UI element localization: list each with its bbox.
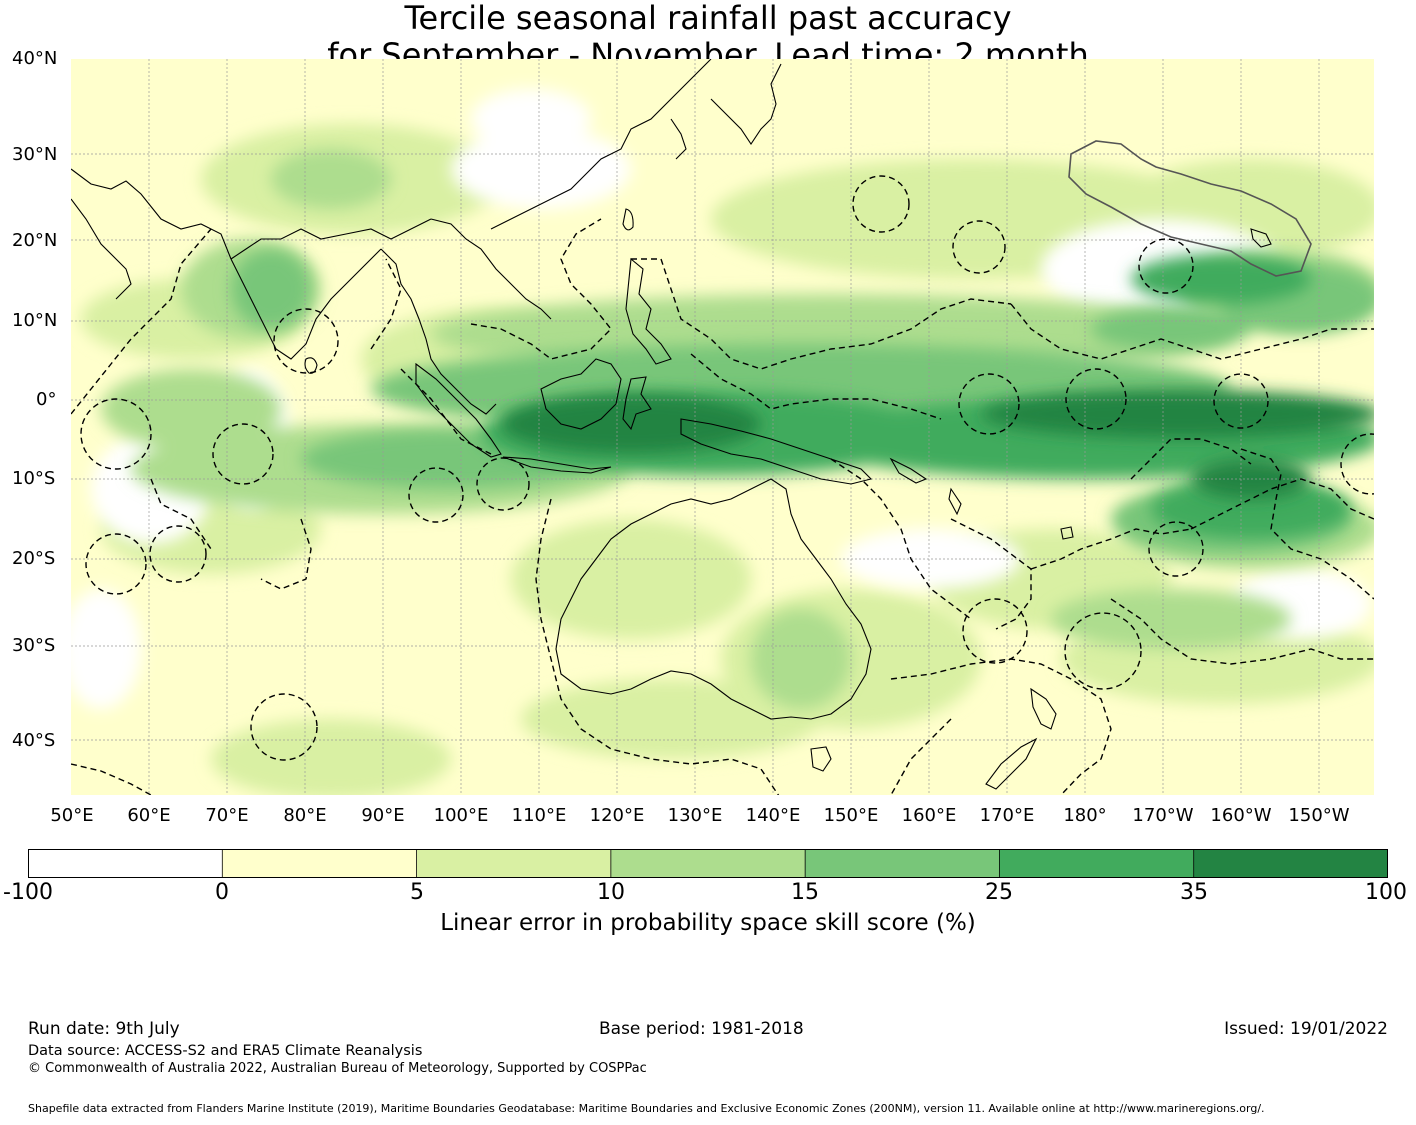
copyright: © Commonwealth of Australia 2022, Austra…: [28, 1061, 647, 1076]
lon-label: 140°E: [745, 805, 801, 826]
lat-label: 40°N: [12, 48, 58, 69]
colorbar-tick: 35: [1180, 880, 1208, 905]
colorbar-tick: 100: [1365, 880, 1407, 905]
colorbar-segment: [999, 849, 1195, 878]
lon-label: 90°E: [361, 805, 405, 826]
colorbar-segment: [222, 849, 418, 878]
lat-label: 20°N: [12, 230, 58, 251]
colorbar-tick: -100: [3, 880, 53, 905]
data-source: Data source: ACCESS-S2 and ERA5 Climate …: [28, 1043, 423, 1059]
eez-boundaries: [71, 175, 1374, 795]
colorbar-tick: 0: [215, 880, 229, 905]
lat-label: 30°S: [12, 635, 56, 656]
run-date: Run date: 9th July: [28, 1019, 180, 1039]
lon-label: 150°W: [1288, 805, 1350, 826]
colorbar: [28, 849, 1388, 878]
shapefile-credit: Shapefile data extracted from Flanders M…: [28, 1102, 1265, 1115]
coastlines: [71, 59, 1272, 790]
lat-label: 0°: [36, 389, 57, 410]
colorbar-tick: 5: [410, 880, 424, 905]
colorbar-tick: 10: [597, 880, 625, 905]
colorbar-segment: [1193, 849, 1388, 878]
lon-label: 70°E: [205, 805, 249, 826]
lat-label: 30°N: [12, 144, 58, 165]
lon-label: 160°W: [1210, 805, 1272, 826]
base-period: Base period: 1981-2018: [599, 1019, 804, 1039]
lon-label: 80°E: [283, 805, 327, 826]
lon-label: 130°E: [667, 805, 723, 826]
lon-label: 100°E: [433, 805, 489, 826]
skill-band-35-100: [501, 390, 1374, 499]
colorbar-segment: [610, 849, 806, 878]
lon-label: 170°W: [1132, 805, 1194, 826]
colorbar-tick: 25: [985, 880, 1013, 905]
colorbar-tick: 15: [791, 880, 819, 905]
lon-label: 110°E: [511, 805, 567, 826]
lon-label: 170°E: [979, 805, 1035, 826]
lon-label: 120°E: [589, 805, 645, 826]
lat-label: 40°S: [12, 730, 56, 751]
lon-label: 50°E: [50, 805, 94, 826]
lon-label: 150°E: [823, 805, 879, 826]
lat-label: 20°S: [12, 548, 56, 569]
map-gridlines: [71, 59, 1374, 795]
lon-label: 180°: [1063, 805, 1107, 826]
map-title-line1: Tercile seasonal rainfall past accuracy: [404, 0, 1012, 37]
colorbar-segment: [28, 849, 223, 878]
skill-score-map: [71, 59, 1374, 795]
colorbar-segment: [416, 849, 612, 878]
colorbar-segment: [805, 849, 1000, 878]
lat-label: 10°S: [12, 468, 56, 489]
lon-label: 160°E: [901, 805, 957, 826]
hawaii-eez-boundary: [1068, 140, 1312, 277]
issued-date: Issued: 19/01/2022: [1224, 1019, 1388, 1039]
colorbar-label: Linear error in probability space skill …: [440, 910, 976, 936]
lon-label: 60°E: [127, 805, 171, 826]
lat-label: 10°N: [12, 310, 58, 331]
